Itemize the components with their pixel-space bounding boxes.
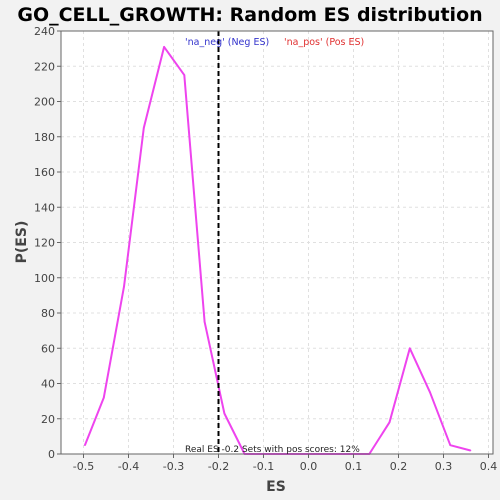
x-axis-label: ES [266,479,286,495]
y-tick-label: 200 [34,96,55,109]
data-point [183,74,186,76]
data-point [429,391,431,394]
y-tick-label: 240 [34,25,55,38]
y-tick-label: 220 [34,60,55,73]
data-point [163,46,165,48]
data-point [449,444,452,446]
x-tick-label: 0.2 [390,460,408,473]
chart-title: GO_CELL_GROWTH: Random ES distribution [17,4,482,26]
data-point [143,127,145,129]
x-tick-label: 0.3 [435,460,453,473]
x-tick-label: -0.3 [163,460,184,473]
y-tick-label: 160 [34,166,55,179]
y-tick-label: 0 [48,448,55,461]
x-tick-label: -0.4 [118,460,139,473]
x-tick-label: -0.5 [73,460,94,473]
x-axis: -0.5 -0.4 -0.3 -0.2 -0.1 0.0 0.1 0.2 0.3 0.4 [73,454,497,473]
y-tick-label: 140 [34,201,55,214]
y-tick-label: 20 [41,413,55,426]
x-tick-label: 0.4 [480,460,498,473]
y-tick-label: 80 [41,307,55,320]
y-tick-label: 40 [41,378,55,391]
data-point [408,347,411,350]
data-point [84,444,86,446]
real-es-annotation: Real ES -0.2 Sets with pos scores: 12% [185,445,360,455]
y-tick-label: 120 [34,237,55,250]
y-tick-label: 100 [34,272,55,285]
y-tick-label: 60 [41,342,55,355]
data-point [123,285,125,288]
data-point [102,396,105,399]
x-tick-label: -0.2 [208,460,229,473]
data-point [223,412,226,415]
x-tick-label: 0.1 [345,460,363,473]
y-axis: 0 20 40 60 80 100 120 140 160 180 200 220 240 [34,25,61,461]
legend-item-pos: 'na_pos' (Pos ES) [284,37,364,48]
data-point [388,421,391,424]
legend-item-neg: 'na_neg' (Neg ES) [185,37,269,48]
y-tick-label: 180 [34,131,55,144]
x-tick-label: 0.0 [300,460,318,473]
y-axis-label: P(ES) [14,221,30,264]
data-point [203,321,206,323]
x-tick-label: -0.1 [253,460,274,473]
data-point [469,449,472,452]
